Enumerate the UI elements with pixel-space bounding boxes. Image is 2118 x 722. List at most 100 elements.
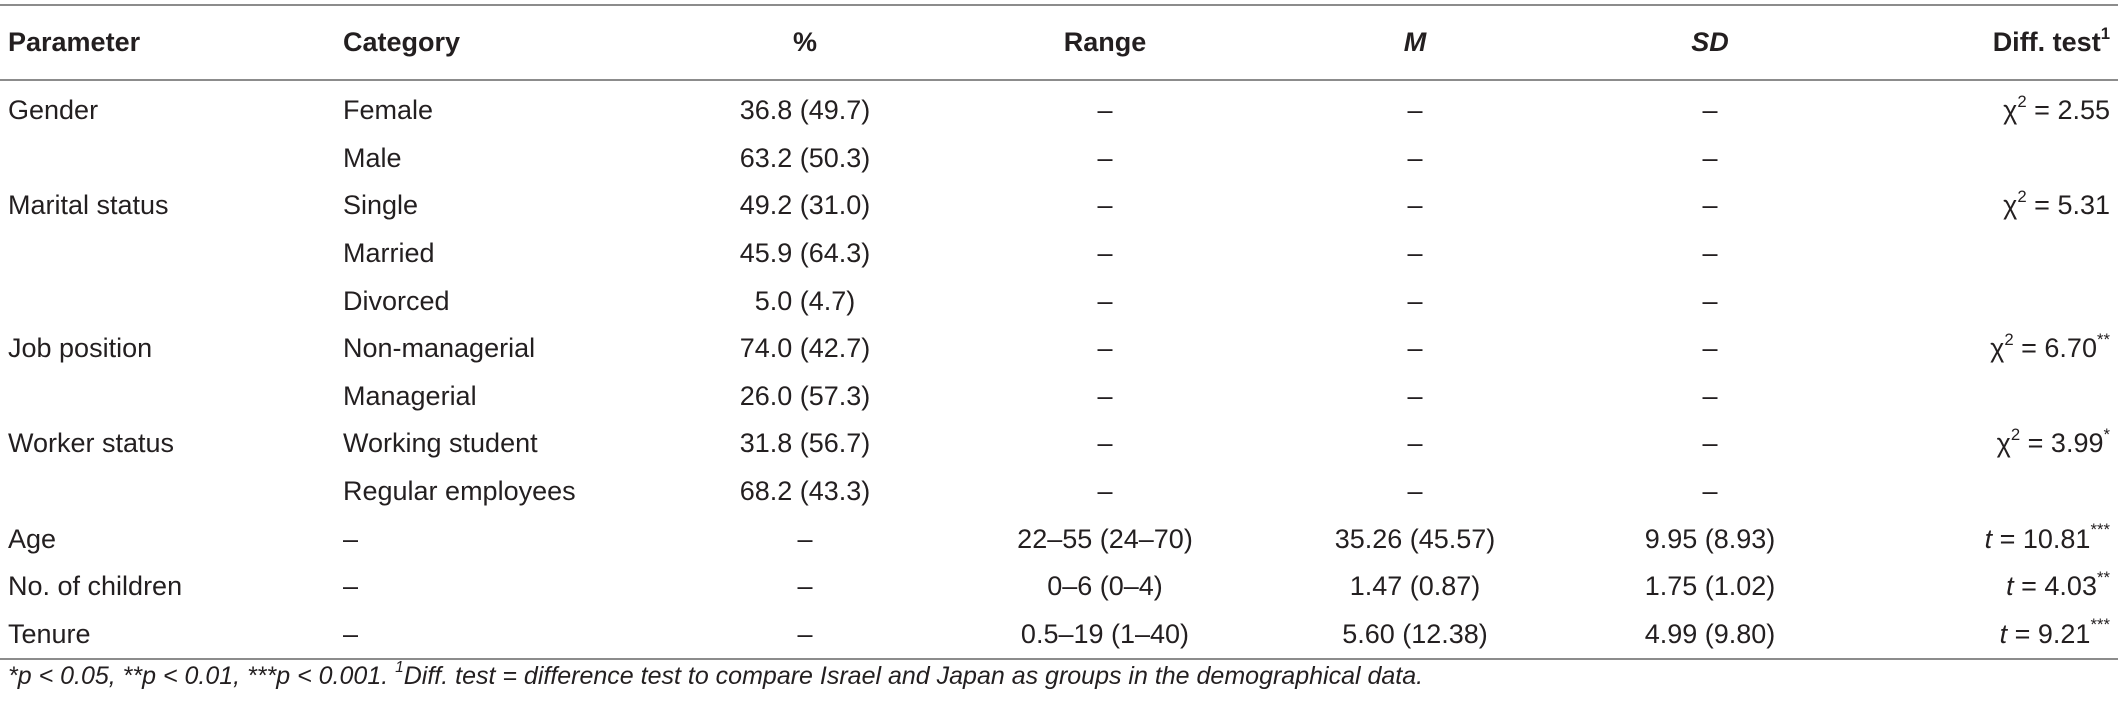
cell-category: Female bbox=[343, 95, 434, 126]
cell-percent: – bbox=[670, 610, 940, 661]
cell-diff-test: χ2 = 6.70** bbox=[1860, 325, 2118, 373]
cell-range: – bbox=[1097, 428, 1113, 459]
header-category: Category bbox=[335, 4, 670, 81]
cell-percent: 31.8 (56.7) bbox=[739, 428, 871, 459]
cell-parameter: Job position bbox=[8, 333, 153, 364]
table-row: Gender Female 36.8 (49.7) – – – χ2 = 2.55 bbox=[0, 80, 2118, 135]
table-row: Managerial 26.0 (57.3) – – – bbox=[0, 373, 2118, 421]
cell-category: Managerial bbox=[343, 380, 477, 411]
significance-stars: * bbox=[2103, 424, 2110, 444]
header-sd: SD bbox=[1560, 4, 1860, 81]
diff-statistic-superscript: 2 bbox=[2010, 424, 2021, 444]
table-row: Divorced 5.0 (4.7) – – – bbox=[0, 277, 2118, 325]
cell-parameter: Marital status bbox=[8, 190, 169, 221]
cell-range: – bbox=[1097, 95, 1113, 126]
cell-percent: 5.0 (4.7) bbox=[754, 285, 856, 316]
cell-range: – bbox=[1097, 238, 1113, 269]
cell-percent: 63.2 (50.3) bbox=[739, 142, 871, 173]
diff-statistic-value: = 6.70 bbox=[2013, 333, 2097, 364]
header-parameter: Parameter bbox=[0, 4, 335, 81]
cell-diff-test: t = 4.03** bbox=[1860, 563, 2118, 611]
cell-mean: 5.60 (12.38) bbox=[1270, 610, 1560, 661]
cell-percent: 68.2 (43.3) bbox=[739, 476, 871, 507]
table-header: Parameter Category % Range M SD Diff. te… bbox=[0, 4, 2118, 81]
footnote-mark: 1 bbox=[395, 659, 404, 677]
cell-mean: – bbox=[1407, 428, 1423, 459]
cell-category: – bbox=[335, 610, 670, 661]
cell-range: – bbox=[1097, 142, 1113, 173]
cell-percent: 49.2 (31.0) bbox=[739, 190, 871, 221]
cell-category: Male bbox=[343, 142, 402, 173]
cell-mean: – bbox=[1407, 95, 1423, 126]
cell-parameter bbox=[0, 468, 335, 516]
header-mean: M bbox=[1270, 4, 1560, 81]
cell-mean: – bbox=[1407, 333, 1423, 364]
cell-sd: 4.99 (9.80) bbox=[1560, 610, 1860, 661]
header-diff-test-label: Diff. test bbox=[1992, 27, 2101, 57]
table-row: Worker status Working student 31.8 (56.7) –… bbox=[0, 420, 2118, 468]
cell-percent: 74.0 (42.7) bbox=[739, 333, 871, 364]
cell-diff-test bbox=[1860, 468, 2118, 516]
diff-statistic-symbol: χ bbox=[1996, 428, 2011, 459]
cell-diff-test bbox=[1860, 135, 2118, 183]
table-row: Marital status Single 49.2 (31.0) – – – χ2 = 5… bbox=[0, 182, 2118, 230]
cell-diff-test: χ2 = 3.99* bbox=[1860, 420, 2118, 468]
cell-parameter: Tenure bbox=[0, 610, 335, 661]
diff-statistic-superscript: 2 bbox=[2017, 186, 2027, 206]
footnote-text: Diff. test = difference test to compare … bbox=[403, 662, 1424, 690]
cell-parameter bbox=[0, 135, 335, 183]
table-body: Gender Female 36.8 (49.7) – – – χ2 = 2.55 Male 6… bbox=[0, 80, 2118, 661]
cell-range: – bbox=[1097, 476, 1113, 507]
header-range: Range bbox=[940, 4, 1270, 81]
diff-statistic-value: = 5.31 bbox=[2026, 190, 2110, 221]
demographics-table: Parameter Category % Range M SD Diff. te… bbox=[0, 4, 2118, 661]
diff-statistic-value: = 2.55 bbox=[2026, 95, 2110, 126]
diff-statistic-superscript: 2 bbox=[2017, 91, 2027, 111]
cell-diff-test bbox=[1860, 277, 2118, 325]
significance-stars: ** bbox=[2096, 329, 2110, 349]
cell-range: 0.5–19 (1–40) bbox=[940, 610, 1270, 661]
cell-percent: 45.9 (64.3) bbox=[739, 238, 871, 269]
cell-category: – bbox=[343, 571, 359, 602]
table-row: Married 45.9 (64.3) – – – bbox=[0, 230, 2118, 278]
cell-parameter: Gender bbox=[8, 95, 99, 126]
cell-parameter bbox=[0, 277, 335, 325]
cell-parameter: No. of children bbox=[8, 571, 183, 602]
diff-statistic-symbol: t bbox=[1984, 523, 1993, 554]
cell-diff-test: χ2 = 5.31 bbox=[1860, 182, 2118, 230]
cell-sd: 9.95 (8.93) bbox=[1644, 523, 1776, 554]
cell-sd: – bbox=[1702, 190, 1718, 221]
cell-parameter: Worker status bbox=[8, 428, 175, 459]
cell-percent: 26.0 (57.3) bbox=[739, 380, 871, 411]
cell-diff-test: t = 10.81*** bbox=[1860, 515, 2118, 563]
cell-parameter bbox=[0, 230, 335, 278]
cell-diff-test: χ2 = 2.55 bbox=[1860, 80, 2118, 135]
diff-statistic-symbol: χ bbox=[1990, 333, 2005, 364]
cell-diff-test bbox=[1860, 230, 2118, 278]
header-diff-test-footnote-mark: 1 bbox=[2100, 23, 2110, 43]
table-row: Male 63.2 (50.3) – – – bbox=[0, 135, 2118, 183]
cell-mean: – bbox=[1407, 476, 1423, 507]
cell-sd: – bbox=[1702, 142, 1718, 173]
cell-parameter bbox=[0, 373, 335, 421]
diff-statistic-value: = 4.03 bbox=[2013, 571, 2097, 602]
cell-mean: 35.26 (45.57) bbox=[1334, 523, 1496, 554]
cell-mean: – bbox=[1407, 190, 1423, 221]
header-percent: % bbox=[670, 4, 940, 81]
cell-sd: – bbox=[1702, 333, 1718, 364]
table-row: No. of children – – 0–6 (0–4) 1.47 (0.87) 1.7… bbox=[0, 563, 2118, 611]
cell-mean: 1.47 (0.87) bbox=[1349, 571, 1481, 602]
diff-statistic-symbol: χ bbox=[2003, 95, 2018, 126]
table-row: Age – – 22–55 (24–70) 35.26 (45.57) 9.95 (8.9… bbox=[0, 515, 2118, 563]
cell-sd: – bbox=[1702, 95, 1718, 126]
table-row: Tenure – –0.5–19 (1–40) 5.60 (12.38) 4.99 (9… bbox=[0, 610, 2118, 661]
cell-sd: – bbox=[1702, 380, 1718, 411]
cell-mean: – bbox=[1407, 142, 1423, 173]
cell-category: – bbox=[343, 523, 359, 554]
cell-sd: – bbox=[1702, 238, 1718, 269]
table-footnote: *p < 0.05, **p < 0.01, ***p < 0.001. 1Di… bbox=[8, 659, 1424, 691]
cell-range: – bbox=[1097, 380, 1113, 411]
footnote-significance: *p < 0.05, **p < 0.01, ***p < 0.001. bbox=[8, 662, 396, 690]
cell-sd: – bbox=[1702, 428, 1718, 459]
